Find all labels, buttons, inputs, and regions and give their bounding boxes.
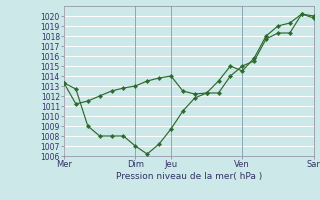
X-axis label: Pression niveau de la mer( hPa ): Pression niveau de la mer( hPa ) [116, 172, 262, 181]
